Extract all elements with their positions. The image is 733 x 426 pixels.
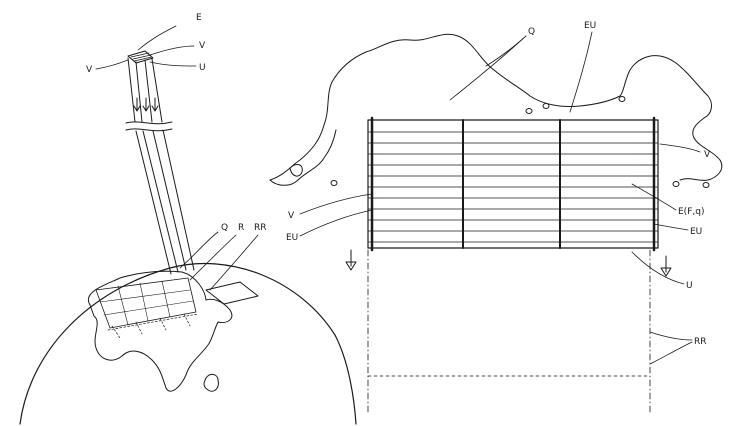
label-map-rr: RR — [694, 337, 707, 347]
label-map-v-right: V — [704, 150, 711, 160]
beam-line — [127, 57, 136, 123]
leader-globe-r — [189, 234, 237, 281]
islet — [702, 182, 710, 188]
leader-v — [149, 45, 195, 56]
beam-line — [162, 129, 195, 271]
islet — [330, 180, 338, 186]
leader-e — [137, 25, 177, 51]
target-region — [205, 281, 259, 305]
grid-col — [117, 285, 129, 326]
down-arrow-right — [660, 255, 672, 277]
continent-outline — [87, 270, 233, 392]
beam-line — [142, 130, 179, 273]
islet — [672, 181, 680, 187]
coastline — [269, 33, 723, 181]
leader-globe-q — [179, 231, 219, 269]
leader-eu-top — [569, 31, 593, 113]
label-map-u: U — [686, 281, 693, 291]
island-outline — [203, 373, 219, 392]
beam-arrow — [151, 97, 159, 112]
beam-line — [135, 61, 143, 123]
array-rows — [367, 131, 659, 243]
coastline-map — [269, 33, 723, 188]
island-left — [289, 164, 303, 177]
antenna-array — [345, 116, 672, 413]
beam-arrow — [133, 97, 141, 112]
leader-rr-1 — [649, 331, 693, 341]
beam-line — [135, 130, 172, 275]
leader-v-right — [659, 143, 701, 153]
label-map-q: Q — [528, 27, 535, 37]
label-map-v-left: V — [288, 211, 295, 221]
leader-eu-right — [653, 223, 689, 231]
label-map-eu-left: EU — [286, 233, 298, 243]
panel-hatch — [133, 56, 153, 62]
beam-arrow — [142, 97, 150, 112]
label-globe-q: Q — [221, 223, 228, 233]
islet — [542, 103, 550, 109]
grid-row — [99, 289, 191, 303]
label-beam-e: E — [196, 13, 202, 23]
panel-hatch — [130, 52, 150, 58]
leader-v-left — [299, 193, 373, 215]
beam-break — [125, 121, 173, 125]
beam-assembly — [95, 25, 197, 275]
grid-row — [103, 300, 194, 316]
leader-eu-left — [299, 209, 373, 237]
beam-line — [144, 59, 153, 123]
globe-outline — [19, 262, 357, 425]
label-map-eu-right: EU — [690, 227, 702, 237]
grid-col — [161, 280, 171, 318]
islet — [525, 108, 533, 114]
label-map-eu-top: EU — [584, 21, 596, 31]
leader-rr-2 — [649, 341, 693, 365]
label-beam-v: V — [199, 41, 206, 51]
array-frame — [367, 119, 659, 249]
leader-u — [149, 61, 197, 67]
leader-q-2 — [449, 35, 527, 101]
grid-col — [139, 282, 149, 322]
label-map-efq: E(F,q) — [678, 207, 704, 217]
satellite-panel — [127, 50, 154, 64]
label-beam-u: U — [199, 63, 206, 73]
panel-hatch — [132, 54, 152, 60]
globe — [19, 231, 357, 425]
down-arrow-left — [345, 249, 357, 271]
leader-globe-rr — [209, 234, 259, 291]
beam-break — [125, 128, 173, 132]
grid-dotted — [107, 313, 199, 339]
leader-v-left — [95, 59, 129, 70]
leader-q-1 — [485, 35, 527, 67]
leader-efq — [631, 183, 677, 211]
label-globe-rr: RR — [254, 223, 267, 233]
beam-line — [151, 58, 163, 123]
label-globe-r: R — [238, 223, 244, 233]
coastline-bay — [269, 129, 337, 186]
islet — [618, 96, 626, 102]
label-beam-v-left: V — [86, 65, 93, 75]
grid-footprint — [95, 277, 197, 329]
footprint-sides — [367, 249, 651, 413]
leader-u — [631, 251, 685, 285]
beam-line — [152, 130, 187, 271]
